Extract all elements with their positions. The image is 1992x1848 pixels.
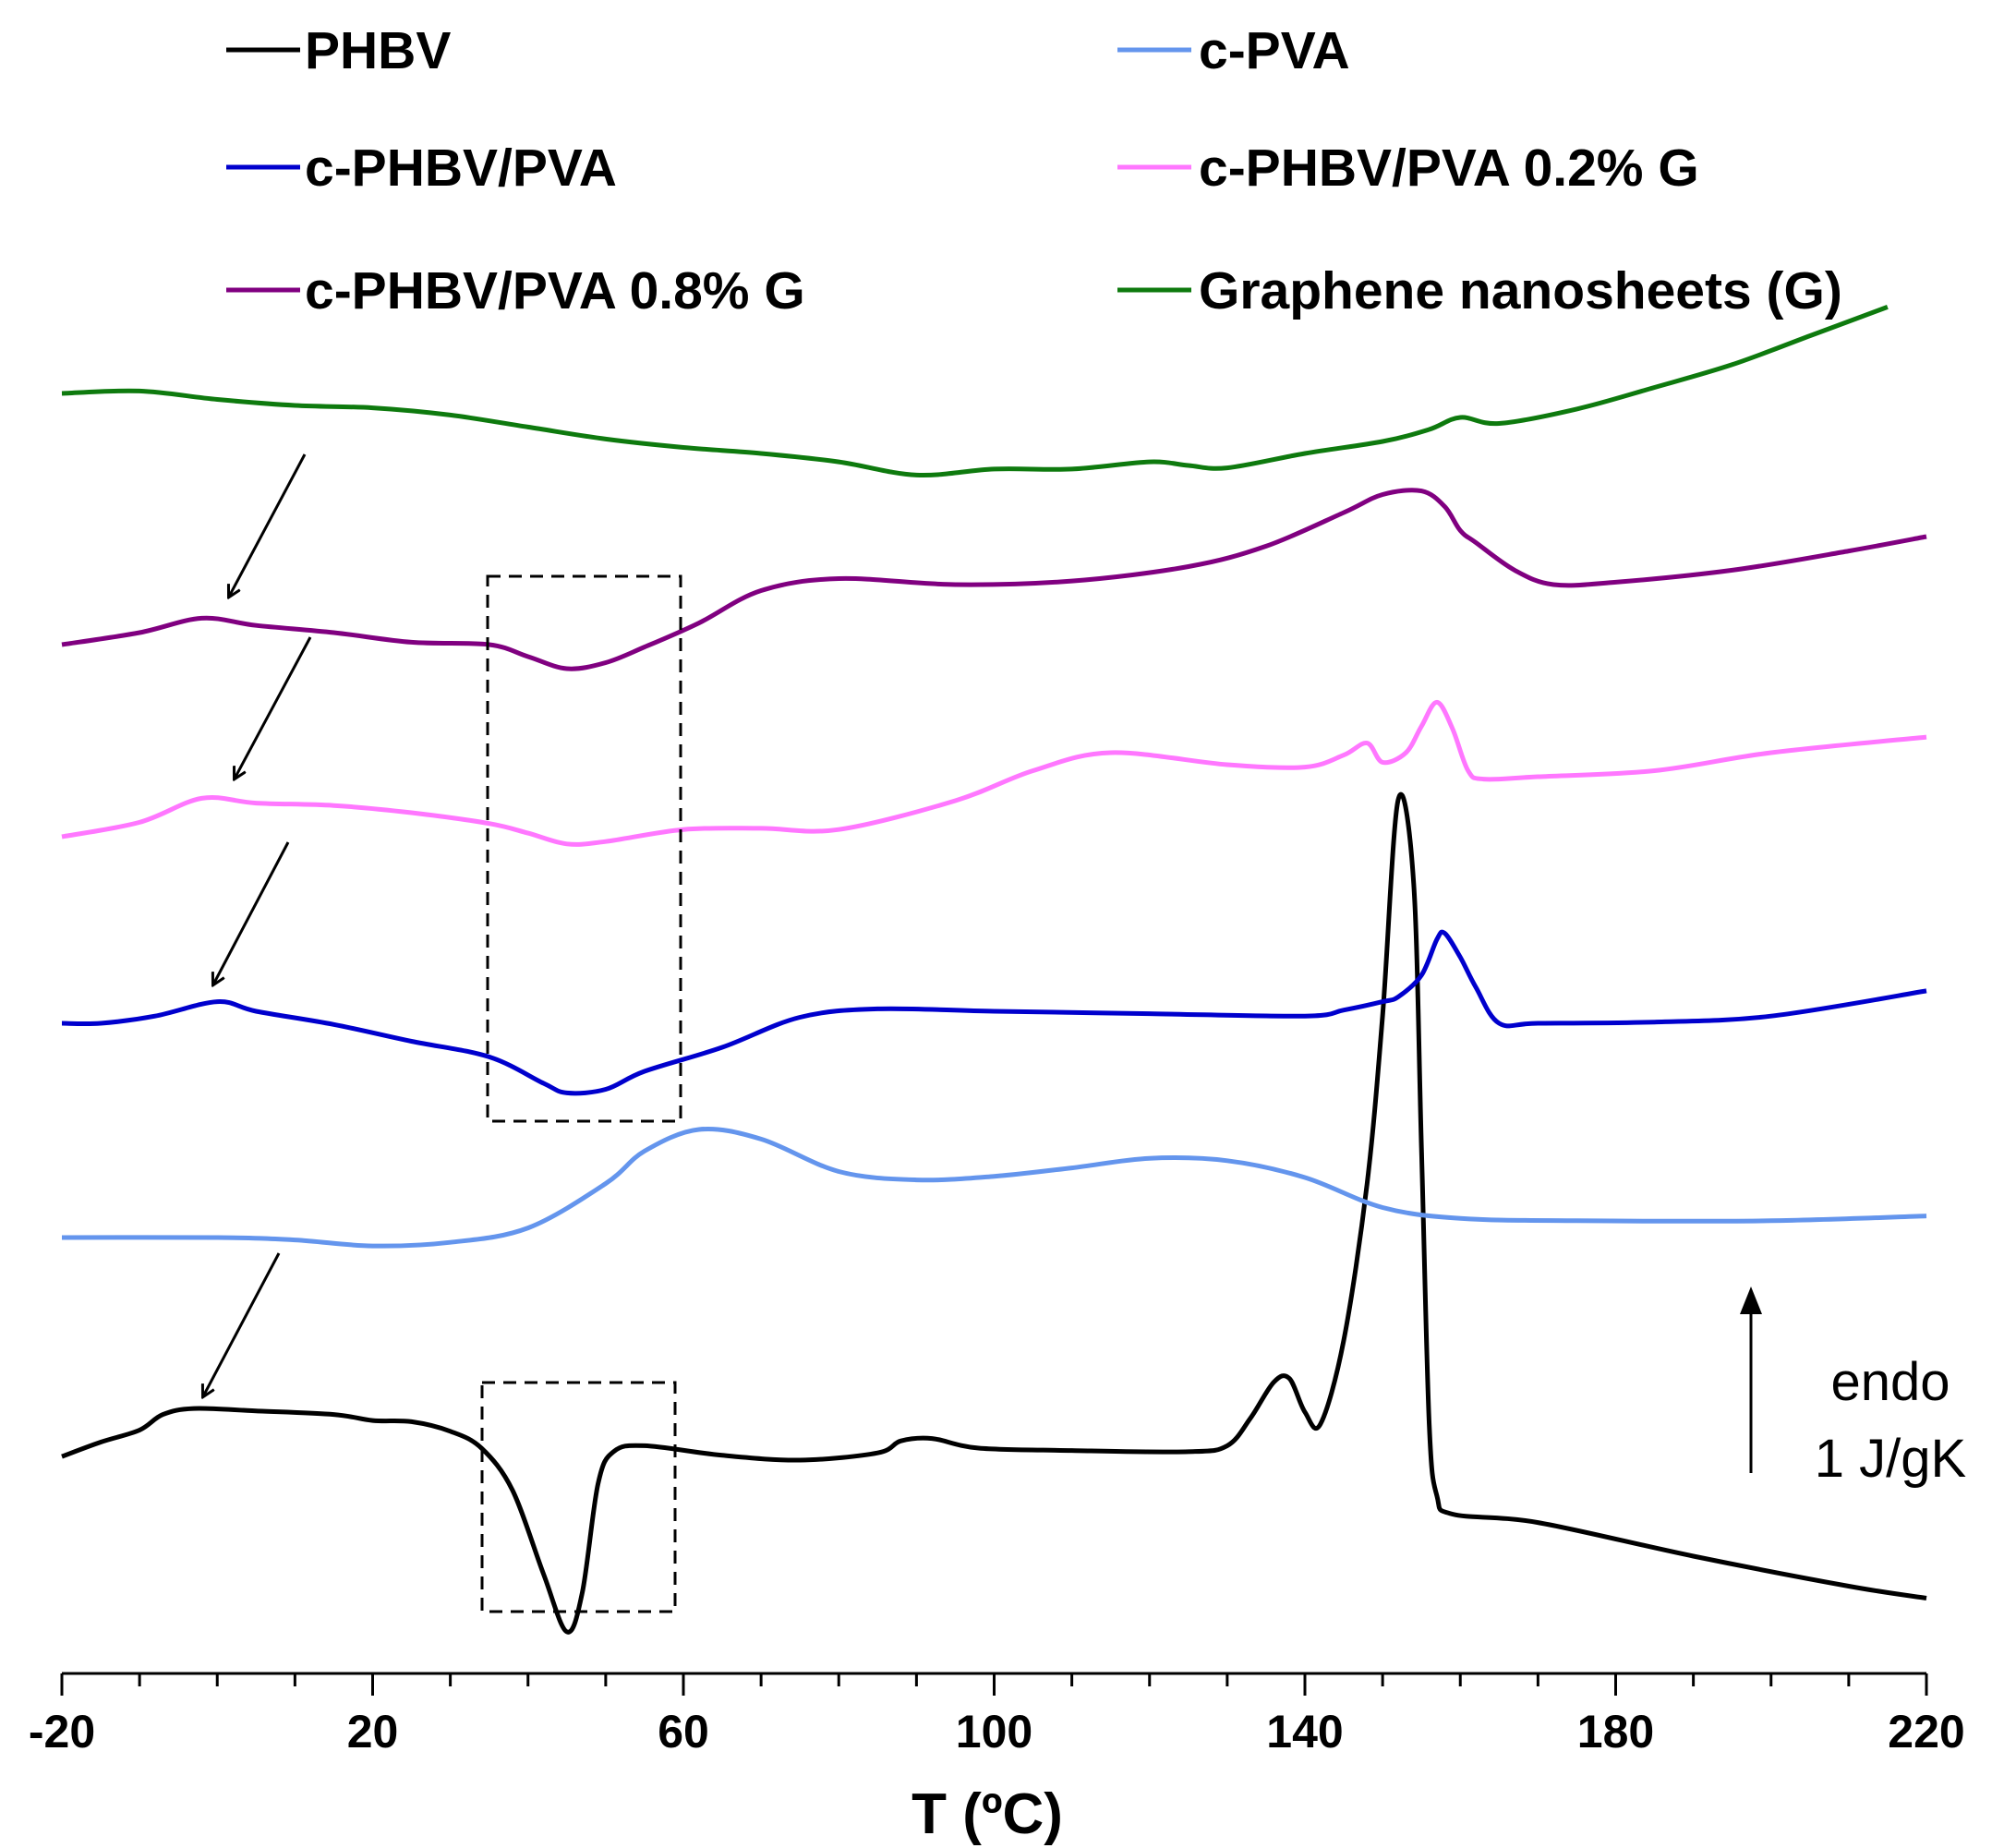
series-line-c-phbv-pva-0-8-g [61,488,1927,671]
x-axis: -20 20 60 100 140 180 220 T (ºC) [29,1672,1965,1846]
x-tick-labels: -20 20 60 100 140 180 220 [29,1706,1965,1757]
endo-arrow-head-icon [1740,1286,1762,1314]
arrow-c-phbv-pva-02g [235,636,312,779]
endo-scale-bar: endo 1 J/gK [1740,1286,1967,1489]
x-tick-label: 220 [1888,1706,1964,1757]
x-tick-label: 100 [956,1706,1032,1757]
arrow-phbv [203,1252,281,1396]
legend-label-c-phbv-pva-08g: c-PHBV/PVA 0.8% G [305,261,805,320]
dashed-box-phbv [480,1381,677,1613]
legend-label-c-phbv-pva: c-PHBV/PVA [305,139,617,198]
legend-label-c-pva: c-PVA [1199,21,1350,80]
x-axis-title: T (ºC) [911,1782,1063,1846]
series-line-graphene-nanosheets-g [61,305,1889,478]
series-layer [61,305,1927,1635]
endo-label: endo [1830,1352,1950,1412]
x-ticks [60,1673,1928,1696]
arrow-c-phbv-pva-08g [229,453,307,597]
series-line-c-phbv-pva-0-2-g [61,699,1927,847]
legend-label-phbv: PHBV [305,21,451,80]
series-line-c-pva [61,1127,1927,1249]
legend: PHBV c-PVA c-PHBV/PVA c-PHBV/PVA 0.2% G … [226,21,1842,320]
x-tick-label: 140 [1266,1706,1343,1757]
series-line-c-phbv-pva [61,929,1927,1096]
x-tick-label: 20 [347,1706,399,1757]
scale-label: 1 J/gK [1815,1429,1967,1489]
dashed-box-c-phbv-pva [486,574,682,1123]
series-line-phbv [61,791,1927,1635]
x-tick-label: 60 [658,1706,709,1757]
x-tick-label: 180 [1577,1706,1654,1757]
x-tick-label: -20 [29,1706,95,1757]
legend-label-graphene: Graphene nanosheets (G) [1199,261,1842,320]
arrow-c-phbv-pva [213,841,290,984]
legend-label-c-phbv-pva-02g: c-PHBV/PVA 0.2% G [1199,139,1699,198]
